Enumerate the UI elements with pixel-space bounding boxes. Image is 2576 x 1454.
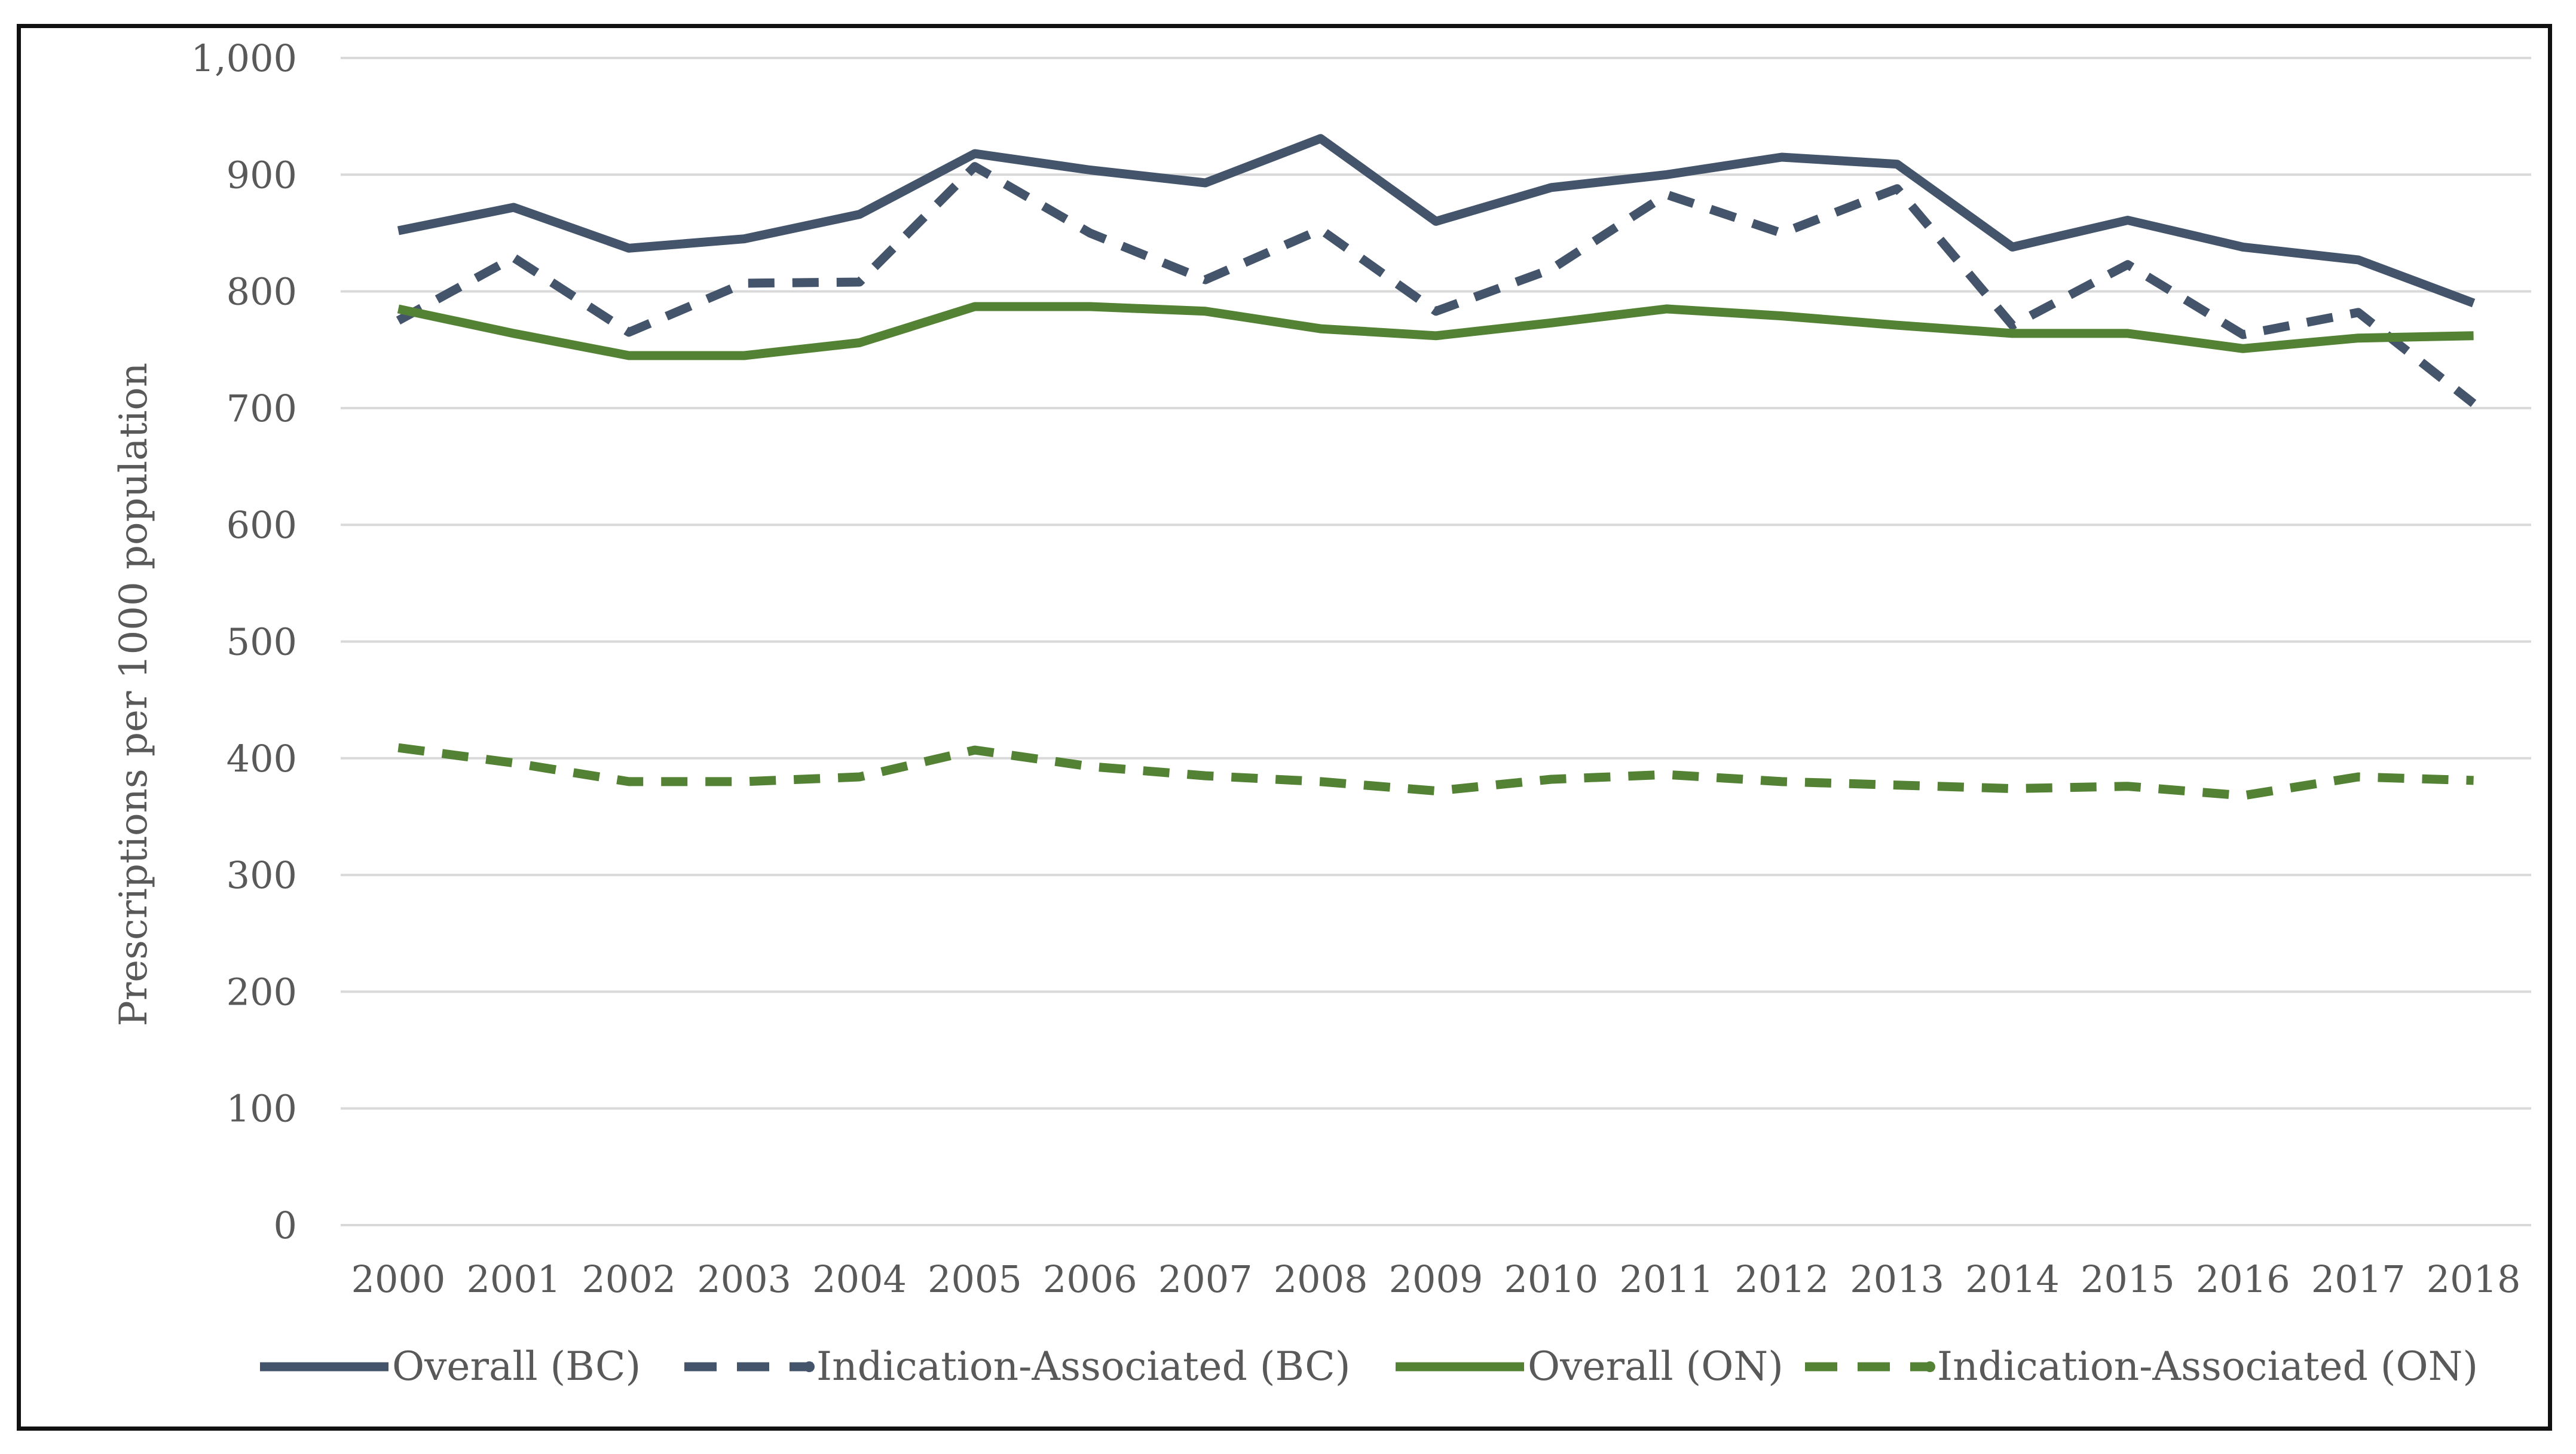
- legend: Overall (BC) Indication-Associated (BC) Ov…: [260, 1343, 2478, 1389]
- x-axis-ticks: 2000 2001 2002 2003 2004 2005 2006 2007 2008 2009…: [351, 1257, 2521, 1301]
- y-tick-label: 800: [227, 270, 297, 314]
- y-tick-label: 0: [274, 1204, 297, 1247]
- legend-label-0: Overall (BC): [392, 1343, 641, 1389]
- series-line-3: [397, 743, 2474, 800]
- x-tick-label: 2008: [1274, 1257, 1368, 1301]
- y-tick-label: 900: [227, 153, 297, 197]
- x-tick-label: 2015: [2081, 1257, 2175, 1301]
- y-tick-label: 400: [227, 737, 297, 780]
- x-tick-label: 2009: [1389, 1257, 1483, 1301]
- legend-swatch-dot: [804, 1361, 815, 1372]
- x-tick-label: 2007: [1158, 1257, 1253, 1301]
- chart-frame: 0 100 200 300 400 500 600 700 800 900 1,000 2000 20…: [17, 24, 2552, 1431]
- gridlines: [341, 57, 2531, 1226]
- y-axis-title: Prescriptions per 1000 population: [112, 363, 156, 1027]
- x-tick-label: 2001: [466, 1257, 561, 1301]
- y-tick-label: 500: [227, 620, 297, 664]
- y-tick-label: 200: [227, 970, 297, 1014]
- x-tick-label: 2017: [2311, 1257, 2406, 1301]
- legend-label-3: Indication-Associated (ON): [1937, 1343, 2478, 1389]
- x-tick-label: 2004: [812, 1257, 907, 1301]
- x-tick-label: 2018: [2427, 1257, 2521, 1301]
- y-tick-label: 100: [227, 1087, 297, 1131]
- x-tick-label: 2014: [1965, 1257, 2060, 1301]
- x-tick-label: 2000: [351, 1257, 446, 1301]
- x-tick-label: 2013: [1850, 1257, 1944, 1301]
- x-tick-label: 2010: [1504, 1257, 1598, 1301]
- x-tick-label: 2016: [2196, 1257, 2290, 1301]
- y-tick-label: 1,000: [191, 36, 298, 80]
- x-tick-label: 2012: [1734, 1257, 1829, 1301]
- x-tick-label: 2003: [697, 1257, 791, 1301]
- legend-label-2: Overall (ON): [1528, 1343, 1783, 1389]
- series-line-2: [397, 302, 2474, 360]
- x-tick-label: 2002: [582, 1257, 676, 1301]
- series-line-0: [397, 134, 2476, 308]
- y-axis-ticks: 0 100 200 300 400 500 600 700 800 900 1,000: [191, 36, 298, 1247]
- y-tick-label: 700: [227, 387, 297, 430]
- legend-label-1: Indication-Associated (BC): [816, 1343, 1351, 1389]
- x-tick-label: 2011: [1619, 1257, 1714, 1301]
- y-tick-label: 600: [227, 503, 297, 547]
- legend-swatch-dot: [1925, 1361, 1935, 1372]
- series-line-1: [396, 162, 2477, 407]
- series-lines: [396, 134, 2477, 800]
- y-tick-label: 300: [227, 853, 297, 897]
- x-tick-label: 2006: [1043, 1257, 1137, 1301]
- x-tick-label: 2005: [928, 1257, 1022, 1301]
